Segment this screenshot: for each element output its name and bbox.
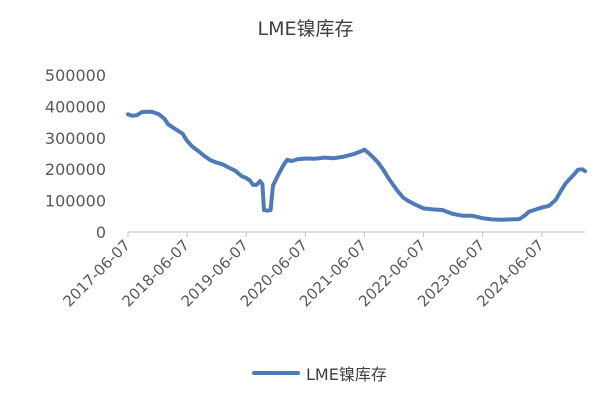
- chart-title: LME镍库存: [257, 18, 354, 40]
- series-line: [126, 109, 587, 222]
- legend: LME镍库存: [252, 361, 387, 385]
- y-tick-label: 400000: [45, 97, 106, 116]
- series-layer: [126, 109, 587, 222]
- y-tick-label: 300000: [45, 129, 106, 148]
- y-tick-label: 100000: [45, 192, 106, 211]
- y-tick-label: 500000: [45, 66, 106, 85]
- legend-label: LME镍库存: [306, 365, 387, 384]
- y-axis: 0 100000 200000 300000 400000 500000: [45, 66, 106, 242]
- y-tick-label: 200000: [45, 160, 106, 179]
- legend-swatch: [252, 371, 300, 375]
- x-axis: 2017-06-072018-06-072019-06-072020-06-07…: [59, 231, 585, 310]
- y-tick-label: 0: [96, 223, 106, 242]
